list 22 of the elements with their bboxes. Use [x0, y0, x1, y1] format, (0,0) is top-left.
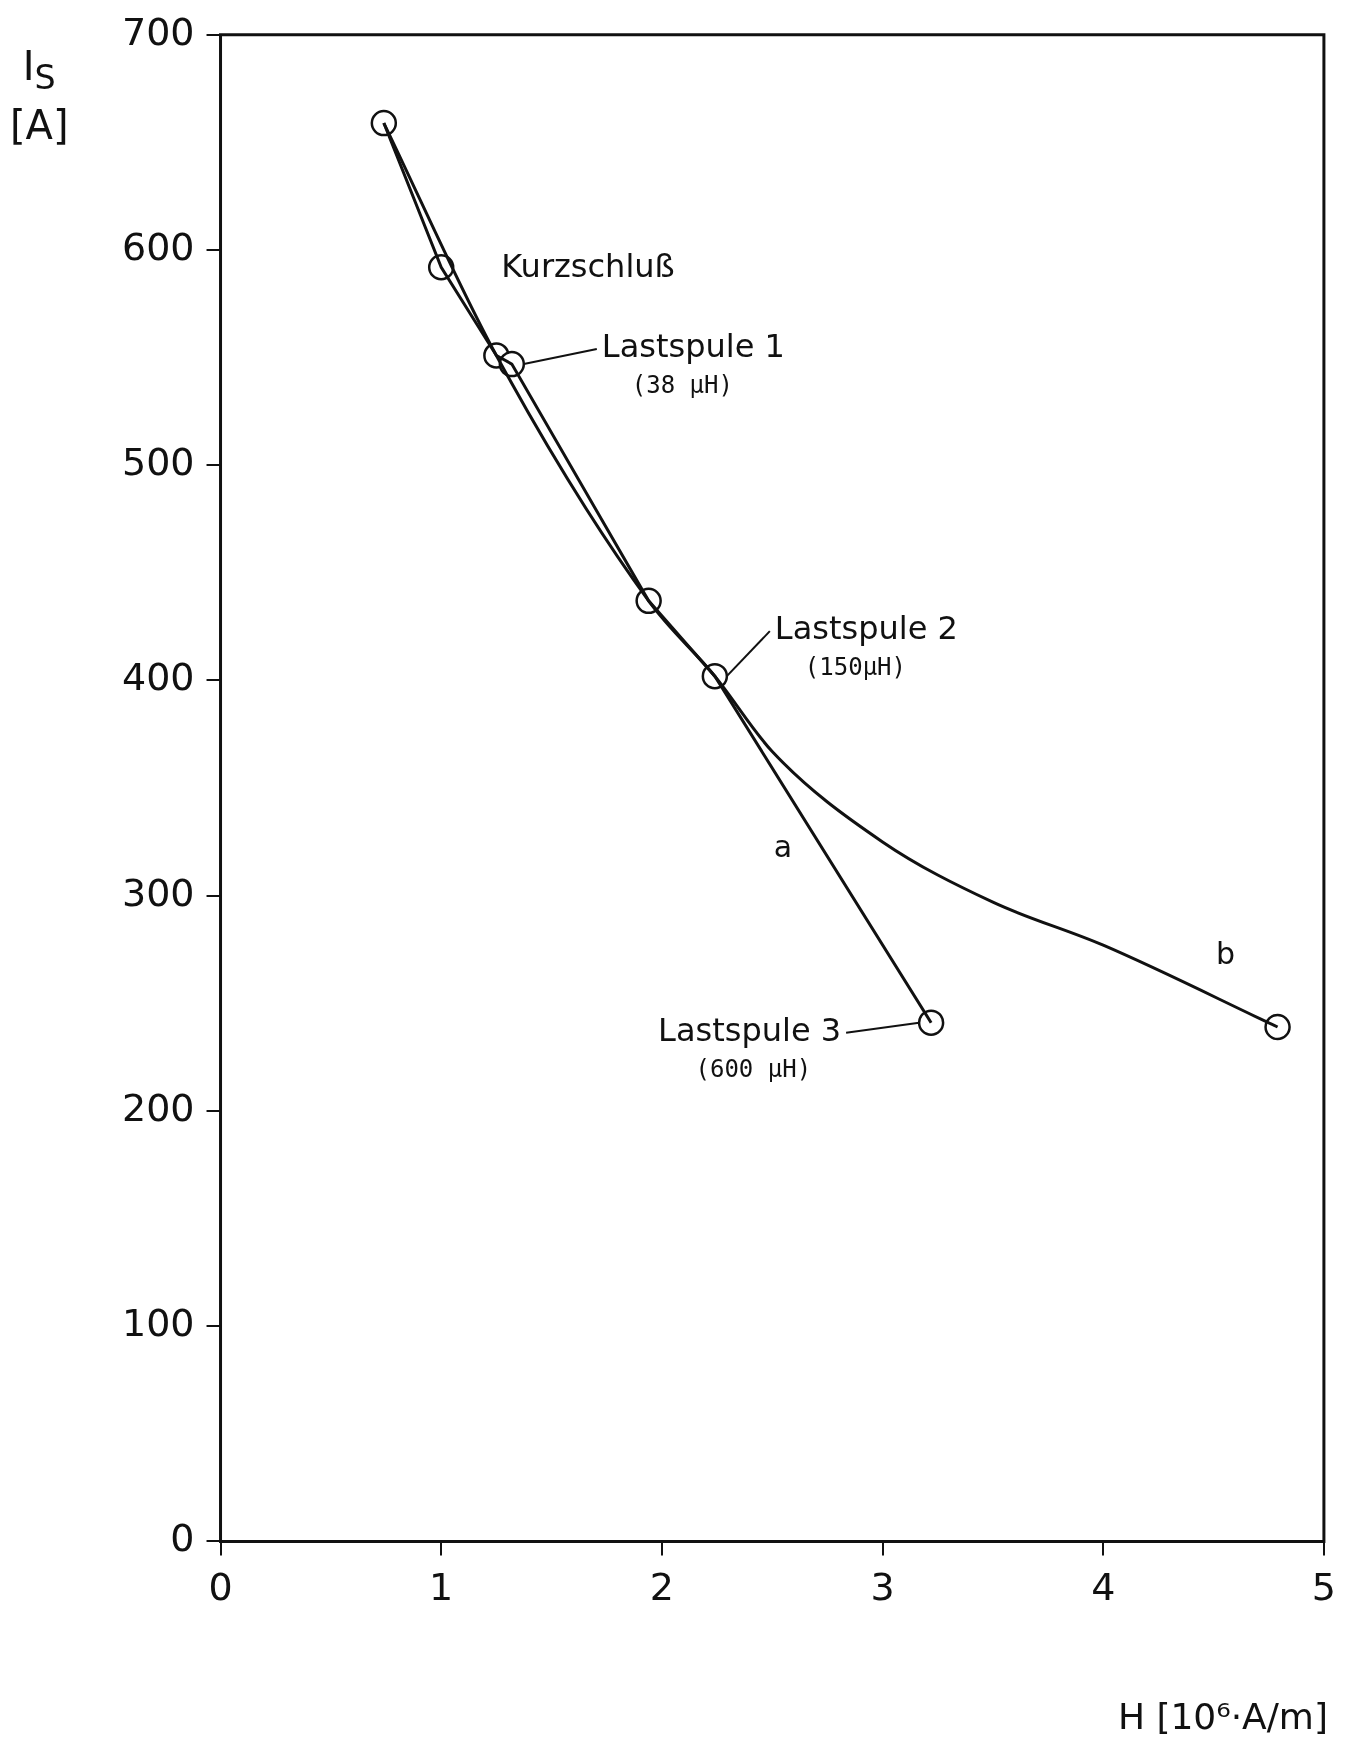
y-tick-label: 500	[122, 440, 195, 485]
y-tick-label: 0	[170, 1516, 195, 1561]
x-tick-label: 5	[1311, 1565, 1337, 1610]
x-tick-label: 4	[1091, 1565, 1116, 1610]
series-label: b	[1215, 935, 1235, 971]
y-tick-label: 100	[122, 1301, 195, 1346]
x-axis-title: H [10⁶·A/m]	[1117, 1696, 1328, 1737]
annotation: Lastspule 2 (150µH)	[774, 609, 958, 682]
y-tick-label: 200	[122, 1085, 195, 1130]
y-tick-label: 400	[122, 655, 195, 700]
series-label: a	[773, 829, 793, 865]
y-tick-label: 300	[122, 870, 195, 915]
x-tick-label: 3	[870, 1565, 895, 1610]
annotation: Lastspule 1 (38 µH)	[601, 327, 785, 400]
x-tick-label: 2	[649, 1565, 674, 1610]
y-tick-label: 600	[122, 224, 195, 269]
annotation: Lastspule 3 (600 µH)	[658, 1011, 842, 1083]
y-axis-title: I$_{S}$ [A]	[10, 42, 69, 151]
x-tick-label: 1	[429, 1565, 454, 1610]
y-tick-label: 700	[122, 9, 195, 54]
annotation: Kurzschluß	[501, 246, 675, 285]
x-tick-label: 0	[208, 1565, 233, 1610]
